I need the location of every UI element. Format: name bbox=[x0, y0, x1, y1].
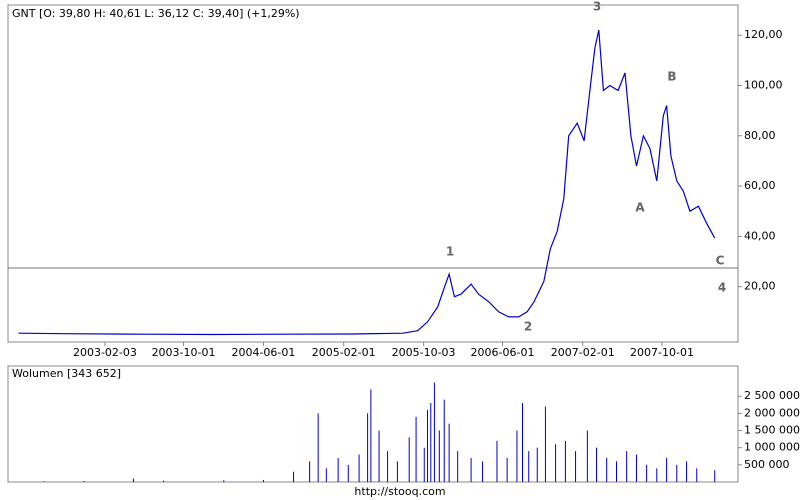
volume-bar bbox=[575, 451, 577, 482]
volume-bar bbox=[223, 480, 225, 482]
volume-bar bbox=[448, 423, 450, 482]
price-line bbox=[18, 29, 716, 336]
annotation: 4 bbox=[718, 281, 726, 295]
y-tick-label: 1 000 000 bbox=[744, 441, 800, 454]
price-title: GNT [O: 39,80 H: 40,61 L: 36,12 C: 39,40… bbox=[12, 7, 300, 20]
y-tick-label: 80,00 bbox=[744, 129, 776, 142]
footer: http://stooq.com bbox=[354, 485, 445, 498]
x-tick-label: 2003-02-03 bbox=[73, 346, 137, 359]
volume-bar bbox=[544, 406, 546, 482]
volume-title: Wolumen [343 652] bbox=[12, 367, 121, 380]
volume-bar bbox=[635, 454, 637, 482]
volume-bar bbox=[43, 481, 45, 482]
volume-bar bbox=[496, 440, 498, 482]
volume-bar bbox=[358, 454, 360, 482]
y-tick-label: 60,00 bbox=[744, 179, 776, 192]
volume-bar bbox=[370, 389, 372, 482]
price-frame bbox=[7, 4, 739, 343]
volume-bar bbox=[430, 403, 432, 482]
volume-frame bbox=[7, 365, 739, 483]
volume-bar bbox=[626, 451, 628, 482]
volume-bar bbox=[309, 461, 311, 482]
volume-bar bbox=[427, 409, 429, 482]
x-tick-label: 2004-06-01 bbox=[231, 346, 295, 359]
volume-bar bbox=[367, 413, 369, 482]
volume-bar bbox=[555, 444, 557, 482]
x-tick-label: 2003-10-01 bbox=[152, 346, 216, 359]
volume-bar bbox=[438, 430, 440, 482]
volume-bar bbox=[423, 447, 425, 482]
annotation: A bbox=[635, 201, 645, 215]
volume-bar bbox=[83, 480, 85, 482]
volume-bar bbox=[596, 447, 598, 482]
volume-bar bbox=[676, 464, 678, 482]
volume-bar bbox=[132, 478, 134, 482]
volume-bar bbox=[443, 399, 445, 482]
volume-bar bbox=[714, 470, 716, 482]
volume-bar bbox=[528, 451, 530, 482]
volume-bar bbox=[470, 457, 472, 482]
volume-bar bbox=[564, 440, 566, 482]
y-tick-label: 2 000 000 bbox=[744, 406, 800, 419]
x-tick-label: 2006-06-01 bbox=[471, 346, 535, 359]
volume-bar bbox=[408, 437, 410, 482]
volume-bar bbox=[516, 430, 518, 482]
y-tick-label: 120,00 bbox=[744, 28, 783, 41]
y-tick-label: 500 000 bbox=[744, 458, 790, 471]
volume-bar bbox=[293, 471, 295, 482]
volume-bar bbox=[378, 430, 380, 482]
volume-bar bbox=[536, 447, 538, 482]
annotation: 3 bbox=[593, 0, 601, 14]
volume-bar bbox=[586, 430, 588, 482]
volume-bar bbox=[325, 468, 327, 482]
y-tick-label: 1 500 000 bbox=[744, 424, 800, 437]
y-tick-label: 20,00 bbox=[744, 280, 776, 293]
y-tick-label: 2 500 000 bbox=[744, 389, 800, 402]
x-tick-label: 2007-10-01 bbox=[630, 346, 694, 359]
y-tick-label: 40,00 bbox=[744, 229, 776, 242]
volume-bar bbox=[686, 461, 688, 482]
x-tick-label: 2005-10-03 bbox=[392, 346, 456, 359]
annotation: B bbox=[667, 70, 676, 84]
volume-bar bbox=[262, 479, 264, 482]
volume-bar bbox=[415, 416, 417, 482]
annotation: 1 bbox=[446, 245, 454, 259]
annotation: 2 bbox=[524, 320, 532, 334]
x-tick-label: 2007-02-01 bbox=[551, 346, 615, 359]
volume-bar bbox=[337, 457, 339, 482]
volume-bar bbox=[387, 451, 389, 482]
annotation: C bbox=[716, 254, 725, 268]
volume-bar bbox=[457, 451, 459, 482]
volume-bar bbox=[666, 457, 668, 482]
volume-bar bbox=[615, 461, 617, 482]
volume-bar bbox=[646, 464, 648, 482]
volume-bar bbox=[656, 468, 658, 482]
volume-bar bbox=[433, 382, 435, 482]
volume-bar bbox=[163, 480, 165, 482]
volume-bar bbox=[606, 457, 608, 482]
y-tick-label: 100,00 bbox=[744, 78, 783, 91]
volume-bar bbox=[506, 457, 508, 482]
x-tick-label: 2005-02-01 bbox=[312, 346, 376, 359]
volume-bar bbox=[696, 468, 698, 482]
volume-bar bbox=[317, 413, 319, 482]
volume-bar bbox=[396, 461, 398, 482]
volume-bar bbox=[347, 464, 349, 482]
volume-bar bbox=[482, 461, 484, 482]
volume-bar bbox=[522, 403, 524, 482]
